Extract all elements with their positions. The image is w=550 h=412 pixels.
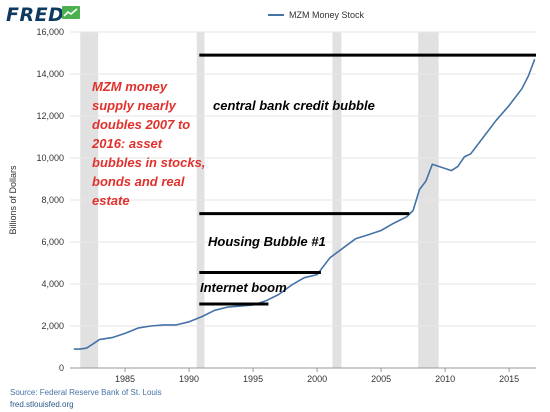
x-tick-label: 2000 xyxy=(307,374,327,384)
series-line-mzm xyxy=(73,59,536,350)
annotation-mzm-red: MZM money supply nearly doubles 2007 to … xyxy=(91,79,209,208)
annotation-mzm-line: bubbles in stocks, xyxy=(92,155,205,170)
source-note: Source: Federal Reserve Bank of St. Loui… xyxy=(10,388,162,397)
y-axis-label: Billions of Dollars xyxy=(8,165,18,235)
y-tick-label: 0 xyxy=(59,363,64,373)
annotation-mzm-line: MZM money xyxy=(92,79,168,94)
x-tick-label: 1990 xyxy=(179,374,199,384)
chart-legend: MZM Money Stock xyxy=(268,10,364,20)
y-tick-label: 2,000 xyxy=(41,321,64,331)
annotation-lines xyxy=(199,53,536,306)
legend-swatch xyxy=(268,14,284,16)
annotation-mzm-line: supply nearly xyxy=(92,98,177,113)
annotation-mzm-line: estate xyxy=(92,193,130,208)
annotation-internet-boom: Internet boom xyxy=(200,280,287,295)
y-tick-label: 6,000 xyxy=(41,237,64,247)
y-axis-ticks: 0 2,000 4,000 6,000 8,000 10,000 12,000 14,000 1… xyxy=(36,27,64,373)
y-tick-label: 16,000 xyxy=(36,27,64,37)
legend-label: MZM Money Stock xyxy=(289,10,365,20)
y-tick-label: 12,000 xyxy=(36,111,64,121)
line-chart-icon xyxy=(62,6,80,19)
x-tick-label: 2010 xyxy=(435,374,455,384)
x-tick-label: 2005 xyxy=(371,374,391,384)
x-tick-label: 1995 xyxy=(243,374,263,384)
fred-logo: FRED xyxy=(6,4,65,26)
y-tick-label: 8,000 xyxy=(41,195,64,205)
series-lines xyxy=(73,59,536,350)
annotation-mzm-line: doubles 2007 to xyxy=(92,117,190,132)
source-url[interactable]: fred.stlouisfed.org xyxy=(10,400,74,409)
annotation-housing-bubble: Housing Bubble #1 xyxy=(208,234,326,249)
y-tick-label: 4,000 xyxy=(41,279,64,289)
y-tick-label: 14,000 xyxy=(36,69,64,79)
annotation-credit-bubble: central bank credit bubble xyxy=(213,98,375,113)
x-axis-ticks: 1985 1990 1995 2000 2005 2010 2015 xyxy=(115,368,519,384)
x-tick-label: 1985 xyxy=(115,374,135,384)
annotation-mzm-line: 2016: asset xyxy=(91,136,163,151)
x-tick-label: 2015 xyxy=(499,374,519,384)
annotation-mzm-line: bonds and real xyxy=(92,174,185,189)
y-tick-label: 10,000 xyxy=(36,153,64,163)
